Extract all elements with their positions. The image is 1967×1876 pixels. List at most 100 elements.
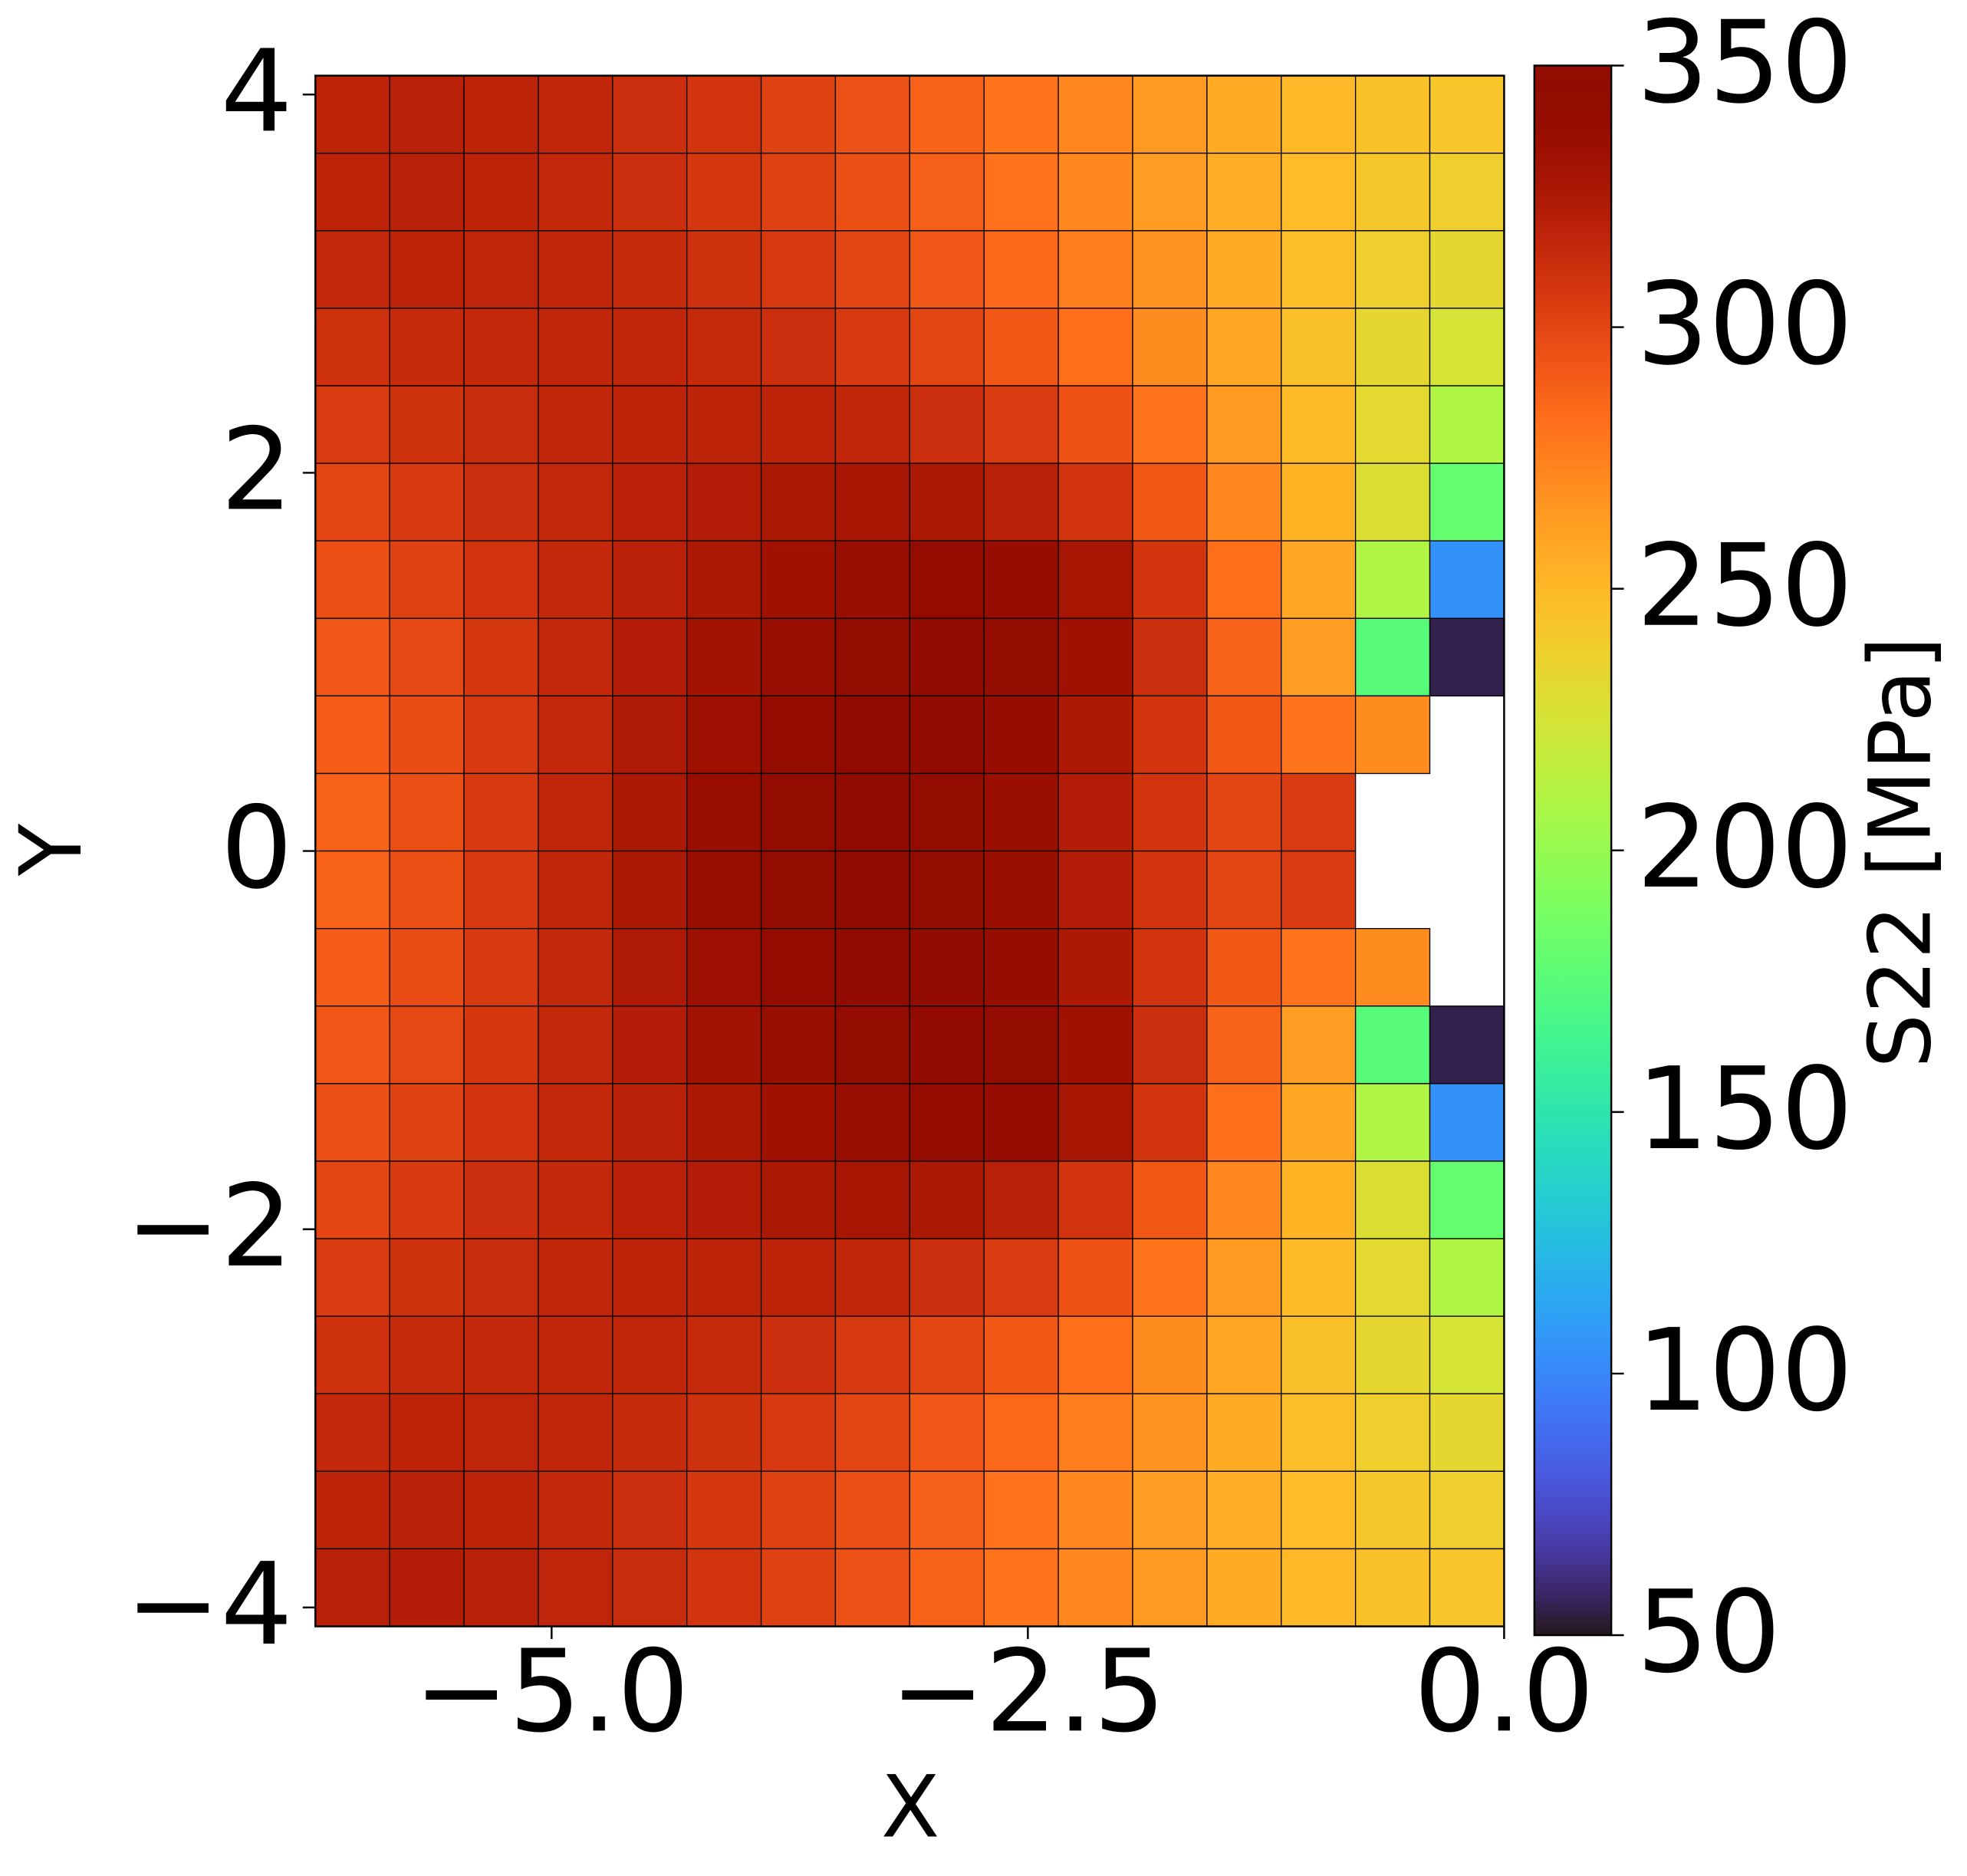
mesh-cell <box>834 462 910 541</box>
mesh-cell <box>538 153 613 232</box>
y-tick-label: 0 <box>221 782 293 914</box>
mesh-cell <box>834 385 910 464</box>
mesh-cell <box>909 1160 985 1239</box>
mesh-cell <box>1132 1160 1208 1239</box>
mesh-cell <box>1354 1083 1431 1162</box>
mesh-cell <box>1132 928 1208 1007</box>
mesh-cell <box>909 153 985 232</box>
mesh-cell <box>760 540 837 619</box>
mesh-cell <box>314 1160 390 1239</box>
mesh-cell <box>834 153 910 232</box>
mesh-cell <box>1058 1160 1133 1239</box>
mesh-cell <box>1429 1393 1505 1472</box>
mesh-cell <box>686 695 762 775</box>
mesh-cell <box>686 308 762 387</box>
mesh-cell <box>463 1160 539 1239</box>
mesh-cell <box>983 850 1059 930</box>
mesh-cell <box>1281 385 1357 464</box>
mesh-cell <box>1354 928 1431 1007</box>
mesh-cell <box>1058 1393 1133 1472</box>
mesh-cell <box>909 1393 985 1472</box>
mesh-cell <box>314 772 390 852</box>
mesh-cell <box>983 74 1059 154</box>
mesh-cell <box>686 617 762 697</box>
mesh-cell <box>1354 695 1431 775</box>
mesh-cell <box>612 1160 688 1239</box>
mesh-cell <box>389 1548 465 1628</box>
mesh-cell <box>1429 1238 1505 1317</box>
mesh-cell <box>909 1238 985 1317</box>
mesh-cell <box>1206 1548 1282 1628</box>
mesh-cell <box>909 308 985 387</box>
mesh-cell <box>1206 153 1282 232</box>
mesh-cell <box>760 1315 837 1394</box>
mesh-cell <box>1354 308 1431 387</box>
mesh-cell <box>1281 308 1357 387</box>
mesh-cell <box>1206 1315 1282 1394</box>
mesh-cell <box>538 1238 613 1317</box>
mesh-cell <box>1281 1470 1357 1550</box>
mesh-cell <box>1206 308 1282 387</box>
mesh-cell <box>538 850 613 930</box>
mesh-cell <box>983 1083 1059 1162</box>
mesh-cell <box>314 230 390 309</box>
mesh-cell <box>983 928 1059 1007</box>
mesh-cell <box>909 385 985 464</box>
mesh-cell <box>463 928 539 1007</box>
mesh-cell <box>463 230 539 309</box>
mesh-cell <box>1058 1548 1133 1628</box>
mesh-cell <box>686 462 762 541</box>
mesh-cell <box>612 230 688 309</box>
mesh-cell <box>1281 772 1357 852</box>
mesh-cell <box>983 1315 1059 1394</box>
mesh-cell <box>1281 1005 1357 1084</box>
mesh-cell <box>463 772 539 852</box>
x-tick-label: −2.5 <box>890 1625 1166 1757</box>
mesh-cell <box>612 850 688 930</box>
mesh-cell <box>983 308 1059 387</box>
mesh-cell <box>1206 74 1282 154</box>
mesh-cell <box>983 462 1059 541</box>
mesh-cell <box>1206 540 1282 619</box>
mesh-cell <box>909 1005 985 1084</box>
mesh-cell <box>1058 1470 1133 1550</box>
mesh-cell <box>538 74 613 154</box>
mesh-cell <box>686 1393 762 1472</box>
mesh-cell <box>1132 308 1208 387</box>
x-axis-label: X <box>881 1758 940 1858</box>
mesh-cell <box>1206 1005 1282 1084</box>
mesh-cell <box>463 153 539 232</box>
mesh-cell <box>1281 1238 1357 1317</box>
mesh-cell <box>612 617 688 697</box>
mesh-cell <box>314 850 390 930</box>
mesh-cell <box>1281 928 1357 1007</box>
mesh-cell <box>389 153 465 232</box>
colorbar <box>1533 64 1613 1637</box>
mesh-cell <box>1058 1083 1133 1162</box>
mesh-cell <box>389 1005 465 1084</box>
mesh-cell <box>538 695 613 775</box>
mesh-cell <box>389 308 465 387</box>
mesh-cell <box>1058 385 1133 464</box>
mesh-cell <box>1058 1315 1133 1394</box>
mesh-cell <box>314 1470 390 1550</box>
mesh-cell <box>686 1238 762 1317</box>
y-tick-label: 2 <box>221 404 293 536</box>
mesh-cell <box>1429 385 1505 464</box>
mesh-cell <box>389 1470 465 1550</box>
mesh-cell <box>834 617 910 697</box>
mesh-cell <box>1354 1238 1431 1317</box>
mesh-cell <box>463 540 539 619</box>
mesh-cell <box>1206 1160 1282 1239</box>
y-axis-label: Y <box>2 823 101 877</box>
mesh-cell <box>909 617 985 697</box>
mesh-cell <box>463 308 539 387</box>
mesh-cell <box>834 772 910 852</box>
mesh-cell <box>314 1548 390 1628</box>
mesh-cell <box>909 695 985 775</box>
mesh-cell <box>983 230 1059 309</box>
mesh-cell <box>1281 1315 1357 1394</box>
mesh-cell <box>760 617 837 697</box>
mesh-cell <box>1281 1393 1357 1472</box>
